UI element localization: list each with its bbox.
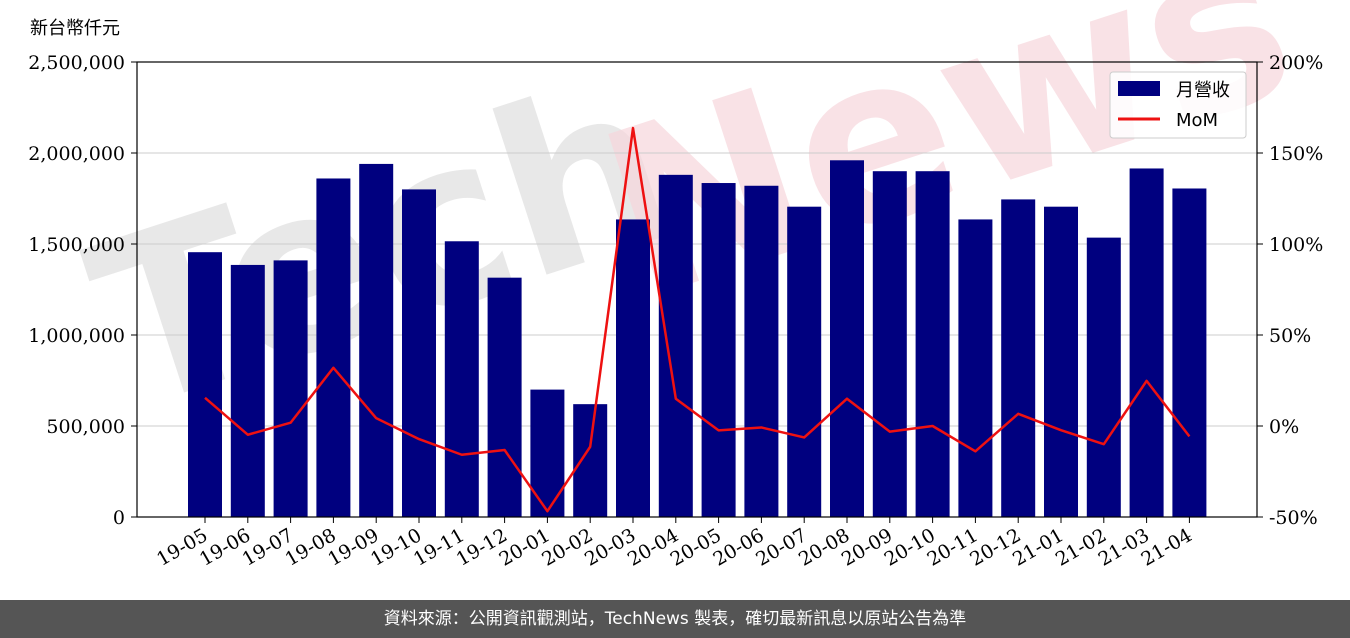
bar-19-10 [402, 189, 436, 517]
bar-20-07 [787, 206, 822, 517]
bar-19-07 [273, 260, 308, 517]
y-left-tick-label: 500,000 [46, 416, 125, 438]
plot-frame [136, 61, 1258, 518]
y-right-tick-label: -50% [1269, 507, 1318, 529]
y-right-tick-label: 0% [1269, 416, 1299, 438]
legend-swatch-revenue [1118, 81, 1160, 96]
y-left-tick-label: 0 [113, 507, 125, 529]
bar-19-08 [316, 178, 351, 518]
bar-20-11 [958, 219, 993, 517]
y-left-tick-label: 1,000,000 [28, 325, 125, 347]
bar-21-04 [1172, 188, 1207, 518]
legend-label-mom: MoM [1176, 110, 1218, 131]
bar-20-04 [658, 174, 693, 517]
line-series-mom [204, 126, 1191, 513]
chart-container: TechNews 0500,0001,000,0001,500,0002,000… [28, 0, 1323, 571]
bar-20-05 [701, 183, 736, 517]
bar-20-12 [1001, 199, 1036, 517]
legend-label-revenue: 月營收 [1176, 80, 1230, 101]
y-left-unit-label: 新台幣仟元 [30, 18, 120, 39]
x-tick-label: 21-04 [1137, 524, 1195, 570]
bar-20-02 [573, 404, 608, 517]
revenue-mom-chart: TechNews 0500,0001,000,0001,500,0002,000… [28, 0, 1323, 571]
bar-19-05 [188, 252, 222, 517]
y-left-tick-label: 1,500,000 [28, 234, 125, 256]
bar-20-06 [744, 185, 779, 517]
bar-series-monthly-revenue [188, 160, 1207, 518]
bar-21-03 [1129, 168, 1164, 517]
legend: 月營收 MoM [1109, 71, 1247, 139]
bar-20-09 [872, 171, 907, 517]
bar-21-01 [1044, 206, 1078, 517]
bar-19-12 [487, 277, 522, 517]
source-text: 資料來源：公開資訊觀測站，TechNews 製表，確切最新訊息以原站公告為準 [383, 609, 967, 629]
bar-20-08 [830, 160, 864, 517]
y-right-tick-label: 200% [1269, 52, 1323, 74]
bar-20-03 [616, 219, 650, 517]
y-left-tick-label: 2,000,000 [28, 143, 125, 165]
y-right-tick-label: 100% [1269, 234, 1323, 256]
bar-19-06 [230, 264, 265, 517]
bar-19-11 [444, 241, 479, 517]
bar-21-02 [1086, 237, 1121, 517]
mom-line [204, 126, 1191, 513]
y-left-tick-label: 2,500,000 [28, 52, 125, 74]
bar-20-10 [915, 171, 950, 517]
bar-19-09 [359, 163, 394, 518]
y-right-tick-label: 150% [1269, 143, 1323, 165]
y-right-tick-label: 50% [1269, 325, 1311, 347]
source-footer: 資料來源：公開資訊觀測站，TechNews 製表，確切最新訊息以原站公告為準 [0, 600, 1350, 638]
bar-20-01 [530, 389, 565, 517]
